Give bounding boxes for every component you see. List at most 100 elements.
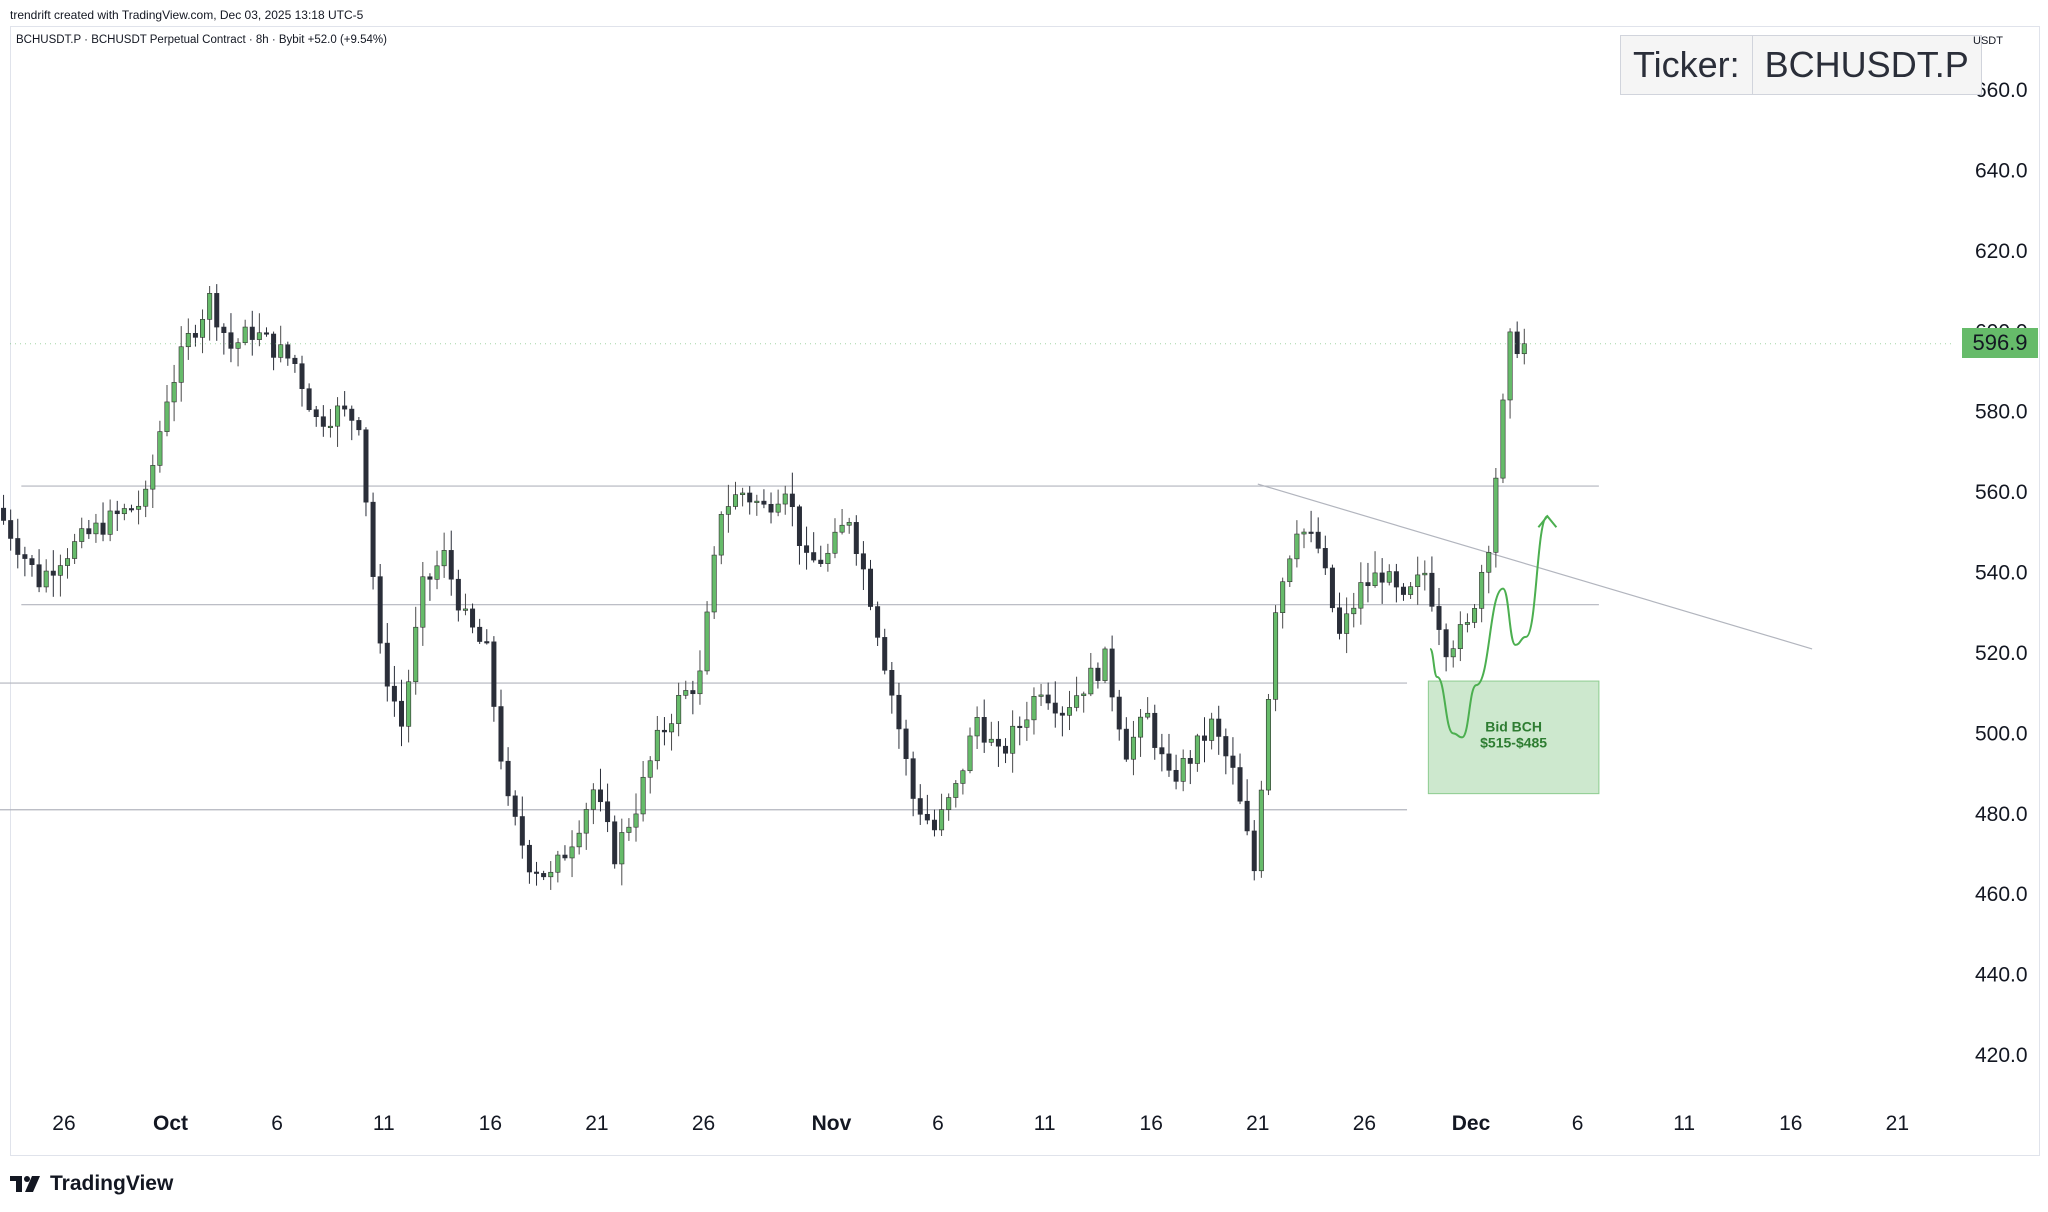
- candle[interactable]: [214, 284, 220, 341]
- candle[interactable]: [114, 500, 120, 531]
- candle[interactable]: [704, 601, 710, 675]
- candle[interactable]: [534, 861, 540, 886]
- candle[interactable]: [349, 405, 355, 441]
- candle[interactable]: [1088, 652, 1094, 697]
- candle[interactable]: [221, 323, 227, 355]
- candle[interactable]: [1493, 467, 1499, 568]
- candle[interactable]: [1457, 611, 1463, 662]
- candle[interactable]: [548, 861, 554, 890]
- candle[interactable]: [1095, 662, 1101, 689]
- candle[interactable]: [136, 490, 142, 525]
- candle[interactable]: [541, 870, 547, 881]
- candle[interactable]: [526, 839, 532, 884]
- candle[interactable]: [1130, 720, 1136, 776]
- candle[interactable]: [597, 768, 603, 812]
- candle[interactable]: [1209, 712, 1215, 750]
- candle[interactable]: [1372, 551, 1378, 588]
- candle[interactable]: [1273, 605, 1279, 712]
- candle[interactable]: [1429, 556, 1435, 612]
- candle[interactable]: [1109, 635, 1115, 712]
- candle[interactable]: [462, 593, 468, 616]
- candle[interactable]: [1422, 560, 1428, 591]
- candle[interactable]: [590, 783, 596, 825]
- candle[interactable]: [903, 719, 909, 776]
- candle[interactable]: [1408, 582, 1414, 599]
- candle[interactable]: [1003, 738, 1009, 764]
- candle[interactable]: [1123, 717, 1129, 762]
- candle[interactable]: [228, 313, 234, 363]
- candle[interactable]: [1443, 623, 1449, 672]
- candle[interactable]: [1152, 704, 1158, 760]
- candle[interactable]: [1237, 753, 1243, 805]
- candle[interactable]: [718, 511, 724, 565]
- candle[interactable]: [853, 515, 859, 566]
- candle[interactable]: [882, 628, 888, 675]
- candle[interactable]: [235, 338, 241, 367]
- candle[interactable]: [832, 518, 838, 559]
- candle[interactable]: [1500, 393, 1506, 484]
- candle[interactable]: [363, 427, 369, 517]
- candle[interactable]: [775, 489, 781, 517]
- candle[interactable]: [1507, 328, 1513, 419]
- candle[interactable]: [1, 494, 7, 525]
- candle[interactable]: [818, 545, 824, 567]
- candle[interactable]: [1386, 564, 1392, 586]
- candle[interactable]: [1031, 687, 1037, 735]
- candle[interactable]: [896, 682, 902, 749]
- candle[interactable]: [562, 845, 568, 861]
- candle[interactable]: [1464, 613, 1470, 633]
- candle[interactable]: [1066, 690, 1072, 731]
- candle[interactable]: [1116, 689, 1122, 741]
- candle[interactable]: [249, 310, 255, 356]
- candle[interactable]: [1230, 737, 1236, 785]
- candle[interactable]: [619, 818, 625, 886]
- candle[interactable]: [796, 504, 802, 565]
- candle[interactable]: [1308, 510, 1314, 543]
- candle[interactable]: [57, 554, 63, 597]
- candle[interactable]: [811, 532, 817, 563]
- candle[interactable]: [1358, 562, 1364, 625]
- candle[interactable]: [377, 564, 383, 654]
- symbol-info[interactable]: BCHUSDT.P · BCHUSDT Perpetual Contract ·…: [16, 34, 387, 46]
- candle[interactable]: [398, 679, 405, 747]
- candle[interactable]: [761, 489, 767, 509]
- candle[interactable]: [1258, 780, 1264, 878]
- candle[interactable]: [1216, 705, 1222, 755]
- candle[interactable]: [413, 606, 419, 695]
- candle[interactable]: [1472, 604, 1478, 629]
- candle[interactable]: [1038, 683, 1044, 706]
- candle[interactable]: [128, 504, 134, 513]
- candle[interactable]: [732, 481, 738, 510]
- candle[interactable]: [1486, 545, 1492, 594]
- candle[interactable]: [953, 780, 959, 808]
- candle[interactable]: [1479, 564, 1485, 623]
- candle[interactable]: [804, 526, 810, 570]
- candle[interactable]: [512, 790, 518, 826]
- candle[interactable]: [470, 603, 476, 634]
- candle[interactable]: [256, 313, 262, 347]
- candle[interactable]: [555, 850, 561, 883]
- candle[interactable]: [178, 326, 184, 402]
- candle[interactable]: [669, 713, 675, 751]
- candle[interactable]: [342, 391, 348, 417]
- candle[interactable]: [633, 793, 639, 842]
- candle[interactable]: [299, 355, 305, 407]
- candle[interactable]: [1301, 528, 1307, 549]
- candle[interactable]: [121, 503, 127, 521]
- candle[interactable]: [647, 756, 653, 794]
- candle[interactable]: [79, 517, 85, 549]
- candle[interactable]: [1329, 564, 1335, 613]
- candle[interactable]: [931, 809, 937, 837]
- candle[interactable]: [612, 815, 618, 869]
- candle[interactable]: [1400, 583, 1406, 601]
- candle[interactable]: [1393, 563, 1399, 603]
- candle[interactable]: [1344, 597, 1350, 654]
- candle[interactable]: [1052, 681, 1058, 728]
- candle[interactable]: [1244, 779, 1250, 836]
- candle[interactable]: [43, 559, 49, 593]
- candle[interactable]: [22, 546, 28, 577]
- candle[interactable]: [768, 492, 774, 524]
- candle[interactable]: [1337, 592, 1343, 640]
- candle[interactable]: [754, 494, 760, 516]
- candle[interactable]: [335, 397, 341, 447]
